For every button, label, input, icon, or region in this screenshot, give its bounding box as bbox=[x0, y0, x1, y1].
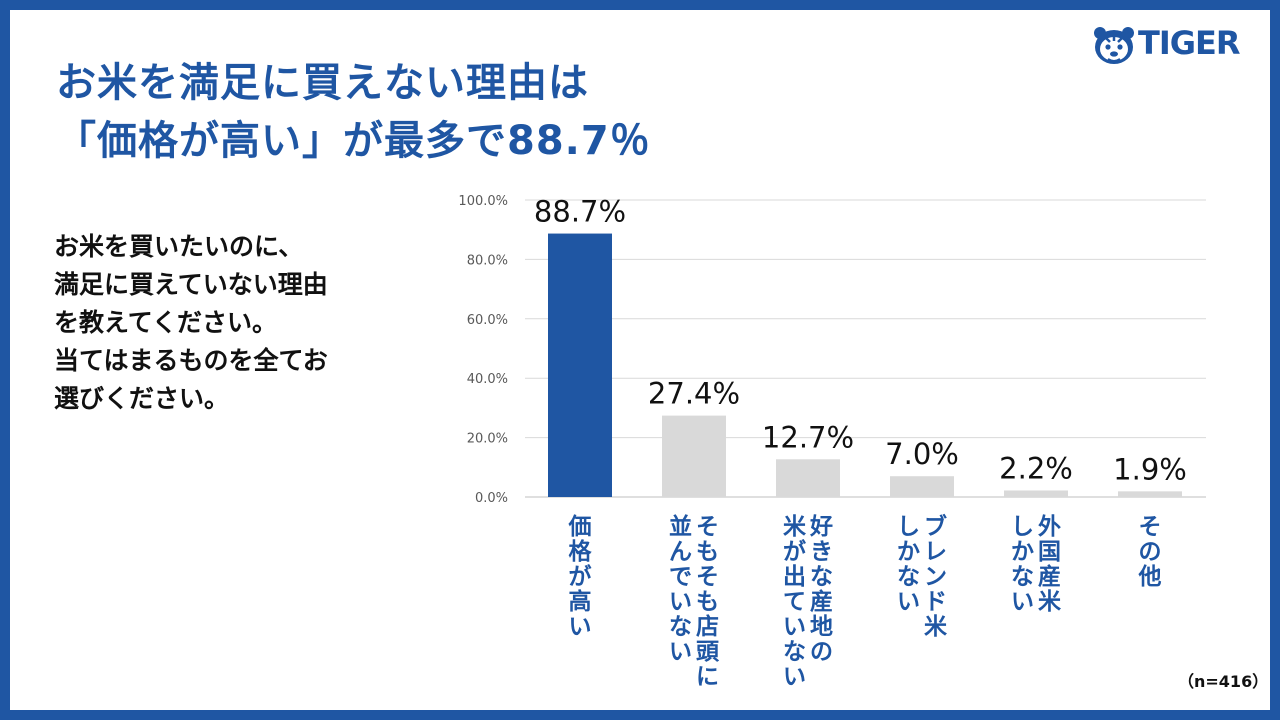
slide-frame: お米を満足に買えない理由は 「価格が高い」が最多で88.7％ TIGER お米を… bbox=[10, 10, 1270, 710]
data-label: 2.2% bbox=[999, 451, 1073, 485]
y-tick-label: 100.0% bbox=[458, 194, 508, 209]
title-line-2: 「価格が高い」が最多で88.7％ bbox=[56, 118, 651, 164]
logo-text: TIGER bbox=[1138, 24, 1240, 62]
question-line: 選びください。 bbox=[54, 384, 230, 413]
bar-chart: 0.0% 20.0% 40.0% 60.0% 80.0% 100.0% 88.7% 価格が高い… bbox=[458, 194, 1206, 690]
category-label: そもそも店頭に bbox=[696, 514, 720, 690]
data-label: 1.9% bbox=[1113, 452, 1187, 486]
bar bbox=[1118, 491, 1182, 497]
bar bbox=[548, 233, 612, 497]
slide-title: お米を満足に買えない理由は 「価格が高い」が最多で88.7％ bbox=[56, 54, 651, 170]
bar bbox=[890, 476, 954, 497]
y-tick-label: 80.0% bbox=[467, 253, 508, 268]
data-label: 7.0% bbox=[885, 437, 959, 471]
category-label: ブレンド米 bbox=[924, 513, 948, 640]
bar bbox=[776, 459, 840, 497]
category-label: 米が出ていない bbox=[783, 514, 807, 690]
category-label: しかない bbox=[1011, 514, 1034, 615]
category-label: 価格が高い bbox=[568, 514, 593, 640]
data-label: 27.4% bbox=[648, 377, 740, 411]
data-label: 88.7% bbox=[534, 195, 626, 229]
y-tick-label: 0.0% bbox=[475, 491, 508, 506]
title-line-1: お米を満足に買えない理由は bbox=[56, 60, 589, 106]
category-label: その他 bbox=[1138, 514, 1162, 590]
question-line: 当てはまるものを全てお bbox=[54, 346, 328, 375]
category-label: 外国産米 bbox=[1038, 513, 1062, 615]
question-line: お米を買いたいのに、 bbox=[54, 232, 304, 261]
tiger-logo: TIGER bbox=[1092, 22, 1262, 66]
category-label: 並んでいない bbox=[669, 513, 692, 665]
bar bbox=[662, 415, 726, 497]
y-tick-label: 20.0% bbox=[467, 432, 508, 447]
y-tick-label: 60.0% bbox=[467, 313, 508, 328]
category-label: しかない bbox=[897, 514, 920, 615]
data-label: 12.7% bbox=[762, 420, 854, 454]
sample-size-note: （n=416） bbox=[1178, 672, 1269, 691]
question-line: 満足に買えていない理由 bbox=[54, 270, 328, 299]
category-label: 好きな産地の bbox=[809, 514, 833, 665]
question-line: を教えてください。 bbox=[54, 308, 278, 337]
bar bbox=[1004, 490, 1068, 497]
tiger-head-icon bbox=[1094, 27, 1134, 64]
y-tick-label: 40.0% bbox=[467, 372, 508, 387]
survey-question: お米を買いたいのに、 満足に買えていない理由 を教えてください。 当てはまるもの… bbox=[54, 228, 328, 418]
